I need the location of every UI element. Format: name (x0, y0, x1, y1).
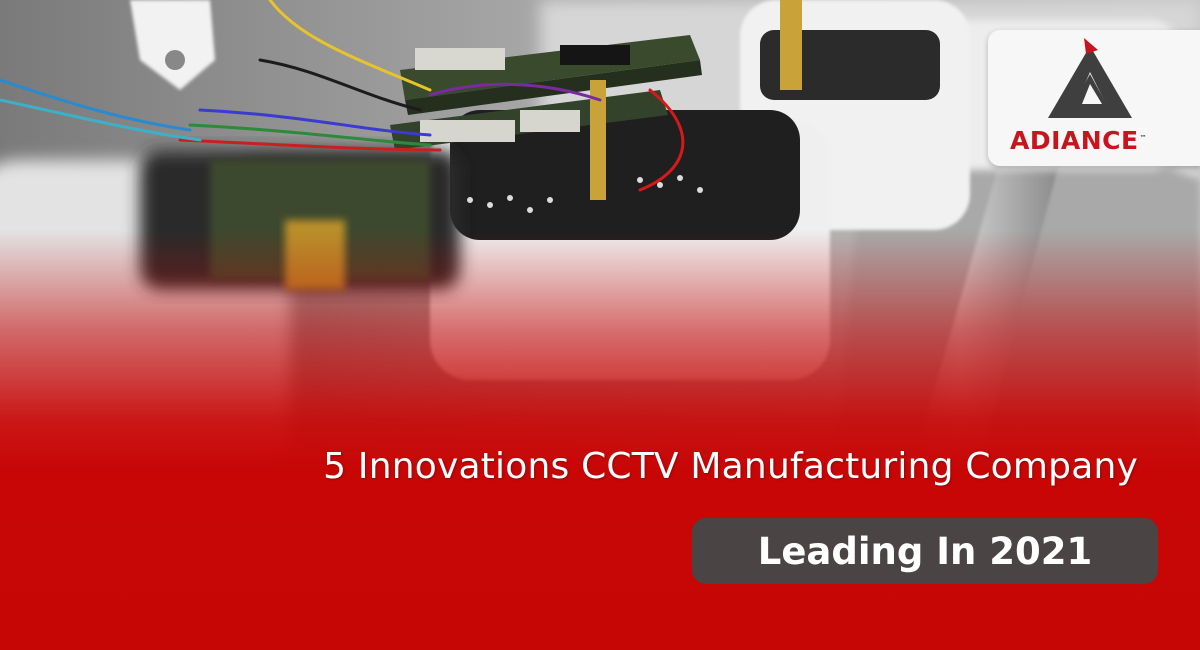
triangle-logo-icon (1048, 38, 1132, 118)
brand-name-text: ADIANCE (1010, 126, 1139, 155)
brand-logo[interactable]: ADIANCE™ (988, 30, 1200, 166)
headline-subtitle-badge: Leading In 2021 (692, 518, 1158, 584)
headline-subtitle: Leading In 2021 (757, 529, 1093, 573)
brand-name: ADIANCE™ (1010, 126, 1147, 155)
trademark-mark: ™ (1139, 133, 1148, 142)
headline-title: 5 Innovations CCTV Manufacturing Company (323, 446, 1138, 487)
